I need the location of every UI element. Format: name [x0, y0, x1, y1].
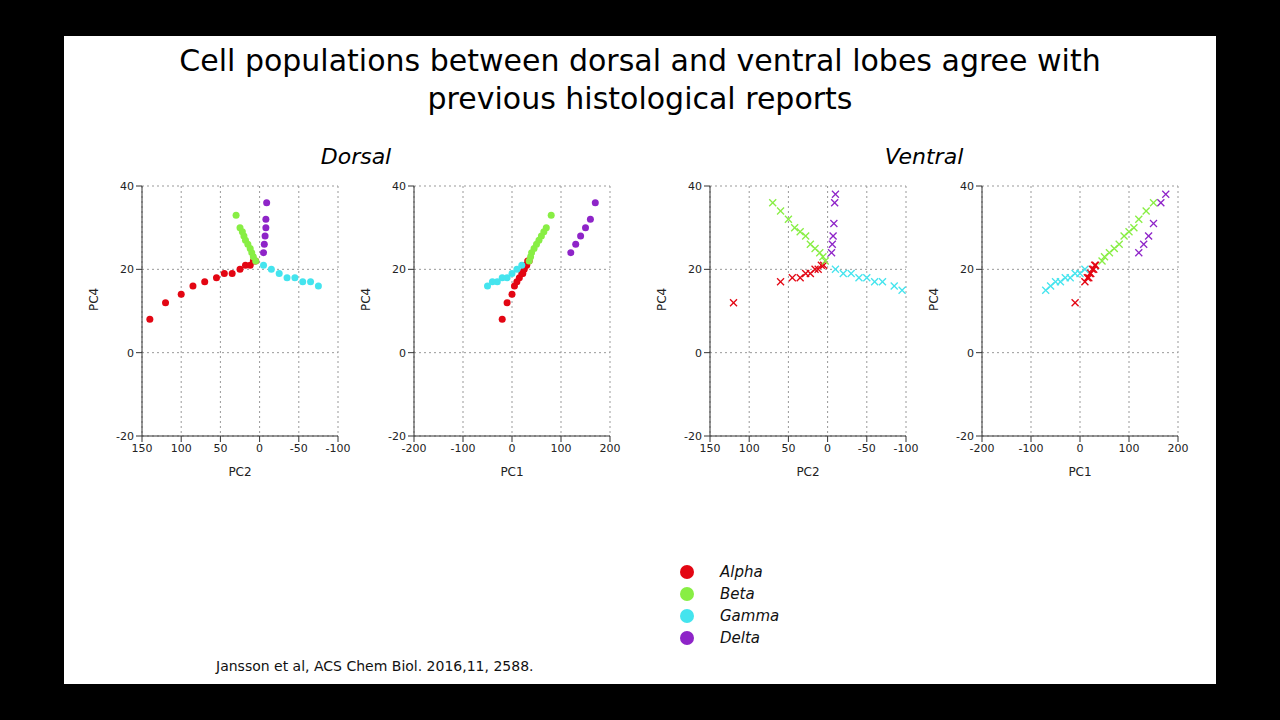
svg-text:-200: -200 [402, 442, 427, 455]
svg-text:40: 40 [960, 180, 974, 193]
svg-text:PC4: PC4 [359, 288, 373, 311]
html-text:Ventral: Ventral [884, 144, 964, 169]
svg-text:20: 20 [392, 263, 406, 276]
svg-text:-20: -20 [956, 430, 974, 443]
svg-text:0: 0 [399, 347, 406, 360]
svg-text:PC4: PC4 [655, 288, 669, 311]
svg-text:PC1: PC1 [1068, 465, 1091, 479]
svg-text:-100: -100 [326, 442, 351, 455]
html-text:Cell populations between dorsa: Cell populations between dorsal and vent… [179, 43, 1101, 116]
svg-text:PC2: PC2 [796, 465, 819, 479]
svg-text:0: 0 [967, 347, 974, 360]
svg-text:-100: -100 [894, 442, 919, 455]
svg-text:50: 50 [213, 442, 227, 455]
svg-text:20: 20 [960, 263, 974, 276]
svg-text:-100: -100 [451, 442, 476, 455]
svg-text:20: 20 [688, 263, 702, 276]
svg-text:200: 200 [600, 442, 621, 455]
svg-text:0: 0 [1077, 442, 1084, 455]
svg-text:20: 20 [120, 263, 134, 276]
svg-text:0: 0 [256, 442, 263, 455]
svg-text:0: 0 [127, 347, 134, 360]
svg-text:0: 0 [695, 347, 702, 360]
html-text:Beta: Beta [720, 585, 755, 603]
svg-text:PC4: PC4 [87, 288, 101, 311]
svg-text:-100: -100 [1019, 442, 1044, 455]
svg-text:PC4: PC4 [927, 288, 941, 311]
svg-text:PC1: PC1 [500, 465, 523, 479]
svg-text:-20: -20 [388, 430, 406, 443]
svg-text:150: 150 [700, 442, 721, 455]
svg-text:50: 50 [781, 442, 795, 455]
svg-text:40: 40 [688, 180, 702, 193]
html-text:Gamma: Gamma [720, 607, 780, 625]
svg-text:PC2: PC2 [228, 465, 251, 479]
svg-text:0: 0 [824, 442, 831, 455]
svg-text:-20: -20 [684, 430, 702, 443]
svg-text:-20: -20 [116, 430, 134, 443]
svg-text:100: 100 [1119, 442, 1140, 455]
svg-text:100: 100 [551, 442, 572, 455]
svg-text:40: 40 [392, 180, 406, 193]
html-text:Jansson et al, ACS Chem Biol.: Jansson et al, ACS Chem Biol. 2016,11, 2… [216, 658, 534, 674]
svg-text:0: 0 [509, 442, 516, 455]
svg-text:-50: -50 [858, 442, 876, 455]
svg-text:100: 100 [739, 442, 760, 455]
html-text:Delta: Delta [720, 629, 760, 647]
svg-text:40: 40 [120, 180, 134, 193]
svg-text:-50: -50 [290, 442, 308, 455]
svg-text:-200: -200 [970, 442, 995, 455]
html-text:Alpha: Alpha [720, 563, 763, 581]
svg-text:100: 100 [171, 442, 192, 455]
svg-text:150: 150 [132, 442, 153, 455]
html-text:Dorsal: Dorsal [320, 144, 392, 169]
svg-text:200: 200 [1168, 442, 1189, 455]
